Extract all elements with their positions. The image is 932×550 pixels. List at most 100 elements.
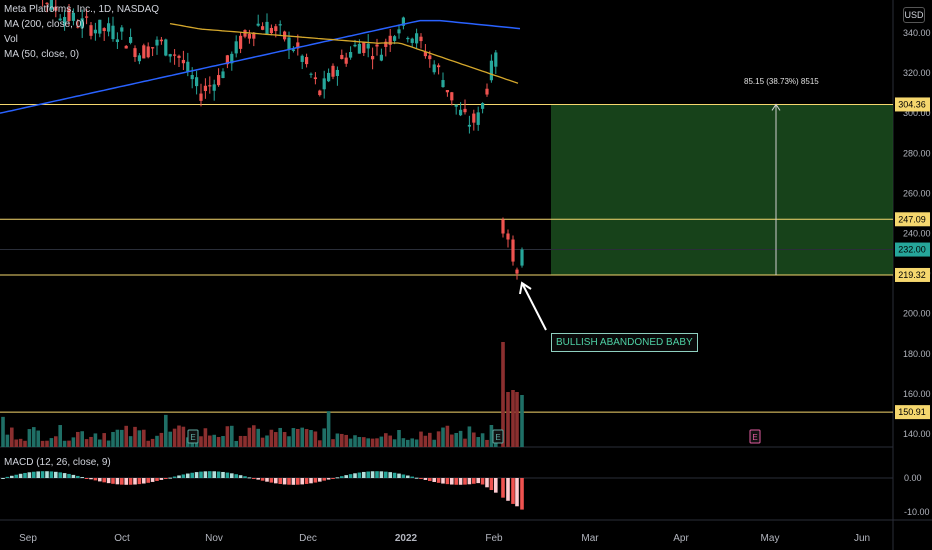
candle-body — [217, 75, 221, 86]
currency-badge[interactable]: USD — [903, 7, 925, 23]
macd-bar — [10, 475, 14, 478]
volume-bar — [467, 426, 472, 447]
volume-bar — [278, 427, 282, 447]
macd-bar — [441, 478, 445, 484]
macd-bar — [80, 477, 84, 479]
volume-bar — [401, 438, 406, 447]
macd-bar — [208, 471, 212, 478]
macd-bar — [142, 478, 146, 484]
volume-bar — [480, 433, 485, 447]
volume-bar — [115, 429, 120, 447]
candle-body — [406, 37, 410, 40]
macd-bar — [472, 478, 476, 484]
candle-body — [344, 57, 348, 64]
macd-bar — [102, 478, 106, 483]
macd-legend[interactable]: MACD (12, 26, close, 9) — [4, 457, 111, 468]
macd-bar — [406, 475, 410, 478]
volume-bar — [428, 432, 432, 447]
candle-body — [124, 45, 128, 49]
candle-body — [388, 35, 392, 45]
macd-bar — [36, 471, 40, 478]
macd-bar — [120, 478, 124, 485]
candle-body — [419, 36, 423, 42]
volume-bar — [128, 436, 133, 447]
volume-bar — [392, 439, 397, 447]
macd-bar — [326, 478, 331, 480]
candle-body — [371, 56, 375, 60]
macd-tick: 0.00 — [904, 473, 922, 483]
symbol-title[interactable]: Meta Platforms, Inc., 1D, NASDAQ — [4, 4, 160, 15]
macd-tick: -10.00 — [904, 507, 930, 517]
candle-body — [296, 42, 300, 49]
volume-bar — [216, 437, 221, 447]
volume-bar — [414, 439, 419, 447]
candle-body — [489, 60, 493, 81]
candle-body — [256, 23, 260, 26]
level-badge-label: 150.91 — [898, 407, 926, 417]
candle-body — [309, 73, 313, 75]
volume-bar — [274, 432, 278, 447]
macd-bar — [155, 478, 159, 481]
candle-body — [357, 43, 361, 54]
macd-bar — [146, 478, 150, 483]
macd-bar — [40, 471, 45, 478]
volume-bar — [40, 440, 45, 447]
macd-bar — [450, 478, 454, 485]
macd-bar — [344, 475, 348, 478]
candle-body — [212, 84, 216, 91]
volume-bar — [124, 425, 128, 447]
macd-bar — [159, 478, 164, 480]
candle-body — [353, 44, 357, 47]
candle-body — [208, 85, 212, 87]
volume-bar — [520, 395, 524, 447]
macd-bar — [480, 478, 485, 485]
candle-body — [89, 25, 93, 36]
volume-bar — [291, 428, 296, 447]
macd-bar — [322, 478, 326, 481]
candle-body — [291, 49, 295, 51]
volume-bar — [238, 435, 243, 447]
earnings-marker-label: E — [495, 433, 500, 442]
volume-bar — [98, 439, 102, 447]
level-badge-label: 247.09 — [898, 214, 926, 224]
candle-body — [151, 47, 155, 49]
macd-bar — [278, 478, 282, 484]
macd-bar — [133, 478, 137, 485]
volume-bar — [366, 438, 370, 447]
candle-body — [428, 55, 432, 60]
macd-bar — [357, 472, 362, 478]
volume-bar — [331, 439, 335, 447]
macd-bar — [287, 478, 291, 485]
price-tick: 320.00 — [903, 68, 931, 78]
macd-bar — [506, 478, 510, 501]
ma200-legend[interactable]: MA (200, close, 0) — [4, 19, 85, 30]
candle-body — [203, 85, 207, 91]
macd-bar — [419, 478, 423, 479]
macd-bar — [181, 474, 186, 478]
volume-bar — [137, 430, 142, 447]
volume-bar — [243, 435, 247, 447]
volume-legend[interactable]: Vol — [4, 34, 18, 45]
volume-bar — [62, 440, 67, 447]
macd-bar — [76, 475, 80, 478]
macd-bar — [362, 471, 366, 478]
volume-bar — [472, 432, 476, 447]
macd-bar — [45, 471, 49, 478]
price-tick: 300.00 — [903, 108, 931, 118]
candle-body — [318, 90, 322, 96]
candle-body — [177, 55, 181, 58]
candle-body — [269, 27, 273, 34]
volume-bar — [265, 435, 269, 447]
macd-bar — [177, 475, 181, 478]
ma50-legend[interactable]: MA (50, close, 0) — [4, 49, 80, 60]
time-tick: May — [761, 533, 780, 544]
price-tick: 280.00 — [903, 148, 931, 158]
pattern-annotation: BULLISH ABANDONED BABY — [551, 333, 698, 352]
macd-bar — [388, 472, 392, 478]
macd-bar — [106, 478, 111, 484]
macd-bar — [401, 474, 406, 478]
candle-body — [195, 77, 199, 87]
macd-bar — [247, 477, 252, 479]
macd-bar — [463, 478, 467, 485]
